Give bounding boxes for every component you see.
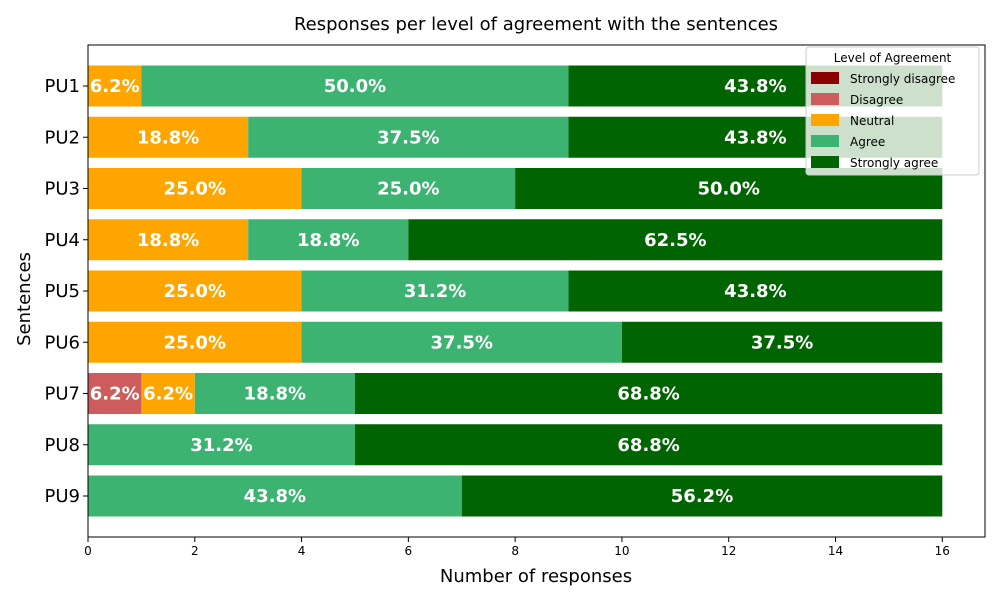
x-tick-label: 14 bbox=[828, 544, 843, 558]
bar-segment bbox=[248, 116, 569, 158]
y-tick-label: PU9 bbox=[45, 486, 80, 507]
bar-segment bbox=[88, 168, 302, 209]
bar-data-label: 6.2% bbox=[90, 384, 140, 405]
bar-segment bbox=[141, 373, 195, 414]
bar-segment bbox=[88, 321, 302, 363]
x-tick-label: 16 bbox=[935, 544, 950, 558]
y-tick-label: PU6 bbox=[45, 332, 80, 353]
bar-data-label: 25.0% bbox=[164, 281, 226, 302]
bar-data-label: 25.0% bbox=[377, 179, 439, 200]
bar-segment bbox=[354, 373, 943, 414]
bar-segment bbox=[194, 373, 355, 414]
y-tick-label: PU2 bbox=[45, 127, 80, 148]
bar-segment bbox=[88, 219, 249, 261]
y-tick-label: PU7 bbox=[45, 384, 80, 405]
bar-data-label: 18.8% bbox=[297, 230, 359, 251]
y-tick-label: PU4 bbox=[45, 230, 80, 251]
legend-swatch bbox=[811, 156, 839, 168]
bar-data-label: 62.5% bbox=[644, 230, 706, 251]
legend: Level of Agreement Strongly disagree Disag… bbox=[805, 46, 980, 176]
bar-data-label: 43.8% bbox=[724, 76, 786, 97]
x-tick-label: 0 bbox=[84, 544, 92, 558]
legend-entry: Disagree bbox=[850, 93, 903, 107]
chart-title: Responses per level of agreement with th… bbox=[294, 14, 778, 35]
bars-layer bbox=[88, 65, 943, 517]
bar-segment bbox=[301, 270, 569, 312]
legend-entry: Neutral bbox=[850, 114, 894, 128]
bar-data-label: 6.2% bbox=[143, 384, 193, 405]
bar-data-label: 31.2% bbox=[190, 435, 252, 456]
bar-segment bbox=[88, 65, 142, 107]
bar-segment bbox=[621, 321, 943, 363]
bar-segment bbox=[461, 475, 943, 517]
x-tick-label: 4 bbox=[298, 544, 306, 558]
bar-data-label: 50.0% bbox=[324, 76, 386, 97]
x-tick-label: 8 bbox=[511, 544, 519, 558]
bar-data-label: 43.8% bbox=[244, 486, 306, 507]
y-axis-label: Sentences bbox=[14, 252, 35, 346]
y-tick-label: PU5 bbox=[45, 281, 80, 302]
legend-swatch bbox=[811, 93, 839, 105]
bar-segment bbox=[88, 424, 355, 466]
legend-swatch bbox=[811, 135, 839, 147]
bar-data-label: 50.0% bbox=[697, 179, 759, 200]
legend-title: Level of Agreement bbox=[834, 51, 952, 65]
bar-data-label: 68.8% bbox=[617, 435, 679, 456]
bar-data-label: 18.8% bbox=[244, 384, 306, 405]
bar-segment bbox=[248, 219, 409, 261]
bar-labels-layer: 6.2% 50.0% 43.8% 18.8% 37.5% 43.8% 25.0% 25.0% 5… bbox=[90, 76, 814, 507]
bar-segment bbox=[301, 321, 622, 363]
bar-data-label: 43.8% bbox=[724, 281, 786, 302]
bar-data-label: 18.8% bbox=[137, 127, 199, 148]
bar-data-label: 37.5% bbox=[431, 332, 493, 353]
legend-entry: Strongly agree bbox=[850, 156, 938, 170]
bar-data-label: 18.8% bbox=[137, 230, 199, 251]
y-tick-label: PU3 bbox=[45, 179, 80, 200]
axes-layer: 0 2 4 6 8 10 12 14 16 PU1 PU2 PU3 PU4 PU5 PU6 PU7 PU8 PU9 bbox=[45, 44, 986, 558]
bar-data-label: 37.5% bbox=[377, 127, 439, 148]
legend-swatch bbox=[811, 72, 839, 84]
x-axis-label: Number of responses bbox=[440, 566, 632, 587]
bar-segment bbox=[88, 116, 249, 158]
bar-data-label: 25.0% bbox=[164, 179, 226, 200]
y-tick-label: PU8 bbox=[45, 435, 80, 456]
legend-swatch bbox=[811, 114, 839, 126]
y-tick-label: PU1 bbox=[45, 76, 80, 97]
bar-data-label: 37.5% bbox=[751, 332, 813, 353]
bar-segment bbox=[408, 219, 943, 261]
legend-entry: Strongly disagree bbox=[850, 72, 955, 86]
bar-data-label: 25.0% bbox=[164, 332, 226, 353]
bar-segment bbox=[88, 270, 302, 312]
bar-segment bbox=[568, 270, 943, 312]
x-tick-label: 2 bbox=[191, 544, 199, 558]
bar-segment bbox=[88, 373, 142, 414]
x-tick-label: 6 bbox=[405, 544, 413, 558]
bar-segment bbox=[301, 168, 516, 209]
legend-entry: Agree bbox=[850, 135, 885, 149]
bar-segment bbox=[88, 475, 462, 517]
x-tick-label: 12 bbox=[721, 544, 736, 558]
bar-data-label: 31.2% bbox=[404, 281, 466, 302]
bar-segment bbox=[354, 424, 943, 466]
bar-data-label: 6.2% bbox=[90, 76, 140, 97]
x-tick-label: 10 bbox=[614, 544, 629, 558]
legend-box bbox=[805, 46, 980, 176]
bar-data-label: 68.8% bbox=[617, 384, 679, 405]
bar-data-label: 56.2% bbox=[671, 486, 733, 507]
bar-segment bbox=[141, 65, 569, 107]
bar-data-label: 43.8% bbox=[724, 127, 786, 148]
